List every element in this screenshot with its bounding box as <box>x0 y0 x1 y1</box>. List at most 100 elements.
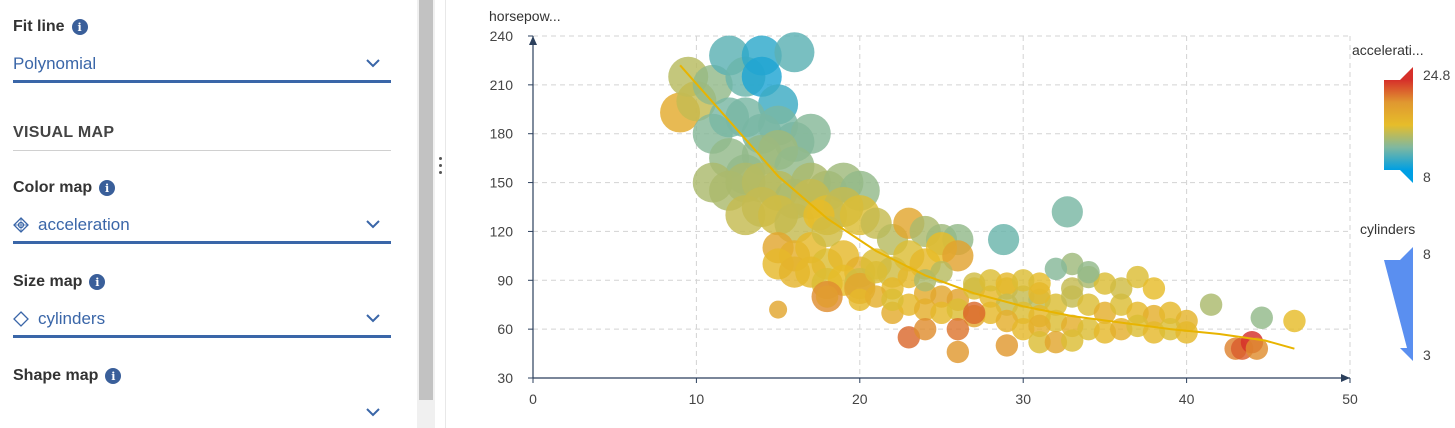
y-tick-label: 90 <box>497 272 513 288</box>
scrollbar-thumb[interactable] <box>419 0 433 400</box>
y-axis-arrow-icon <box>529 36 537 45</box>
scatter-points <box>660 32 1306 364</box>
divider <box>13 150 391 151</box>
color-gradient-bar <box>1384 80 1413 170</box>
data-point <box>1245 337 1269 360</box>
data-point <box>692 64 733 105</box>
size-min-handle-icon <box>1400 348 1413 361</box>
data-point <box>1250 306 1273 329</box>
data-point <box>881 288 904 312</box>
panel-scrollbar[interactable] <box>417 0 435 428</box>
x-tick-label: 20 <box>852 391 868 407</box>
chevron-down-icon <box>366 408 380 417</box>
x-tick-label: 50 <box>1342 391 1358 407</box>
x-tick-label: 30 <box>1015 391 1031 407</box>
color-map-value: acceleration <box>38 214 130 234</box>
data-point <box>1012 269 1035 292</box>
y-tick-label: 120 <box>490 223 514 239</box>
data-point <box>962 301 986 325</box>
data-point <box>1044 257 1068 281</box>
data-point <box>1044 330 1068 354</box>
color-legend-title: accelerati... <box>1352 42 1424 58</box>
drag-handle-dot <box>439 157 442 160</box>
size-legend-title: cylinders <box>1360 221 1415 237</box>
size-max-handle-icon <box>1400 247 1413 260</box>
x-tick-label: 10 <box>689 391 705 407</box>
size-map-select[interactable]: cylinders <box>13 302 391 338</box>
color-map-label: Color map i <box>13 179 116 197</box>
visual-map-title: VISUAL MAP <box>13 124 115 141</box>
x-tick-label: 0 <box>529 391 537 407</box>
shape-map-select[interactable] <box>13 396 391 428</box>
fit-line-layer <box>679 64 1295 350</box>
data-point <box>1142 277 1166 300</box>
chevron-down-icon <box>366 59 380 68</box>
fit-line-label-text: Fit line <box>13 18 65 35</box>
fit-line-label: Fit line i <box>13 18 88 36</box>
y-tick-label: 30 <box>497 370 513 386</box>
fit-line <box>679 64 1295 350</box>
data-point <box>946 340 970 364</box>
y-axis-title: horsepow... <box>489 8 561 24</box>
data-point <box>1077 260 1100 284</box>
data-point <box>946 317 970 341</box>
info-icon[interactable]: i <box>105 368 122 384</box>
size-legend-wedge <box>1384 260 1413 348</box>
color-map-select[interactable]: acceleration <box>13 208 391 244</box>
data-point <box>774 32 815 73</box>
color-map-icon <box>13 216 29 233</box>
x-axis-arrow-icon <box>1341 374 1350 382</box>
info-icon[interactable]: i <box>89 274 106 290</box>
data-point <box>913 317 937 341</box>
data-point <box>995 334 1019 357</box>
chevron-down-icon <box>366 220 380 229</box>
color-min-handle-icon <box>1400 170 1413 183</box>
data-point <box>1028 330 1051 354</box>
chevron-down-icon <box>366 314 380 323</box>
chart-axes: 0 10 20 30 40 50 30 60 90 120 150 180 210 240 <box>490 28 1358 407</box>
size-map-icon <box>13 310 29 327</box>
color-legend-max: 24.8 <box>1423 67 1450 83</box>
data-point <box>1175 321 1198 344</box>
config-panel: Fit line i Polynomial VISUAL MAP Color m… <box>0 0 416 428</box>
data-point <box>864 260 888 284</box>
y-tick-label: 60 <box>497 321 513 337</box>
data-point <box>1028 314 1051 338</box>
data-point <box>1283 309 1306 333</box>
color-map-label-text: Color map <box>13 179 93 196</box>
data-point <box>1061 329 1084 352</box>
data-point <box>1199 293 1223 316</box>
data-point <box>1061 277 1084 300</box>
fit-line-value: Polynomial <box>13 53 97 73</box>
data-point <box>942 240 974 272</box>
panel-splitter[interactable] <box>435 0 446 428</box>
color-max-handle-icon <box>1400 67 1413 80</box>
y-tick-label: 240 <box>490 28 514 44</box>
info-icon[interactable]: i <box>71 19 88 35</box>
data-point <box>1126 265 1149 289</box>
drag-handle-dot <box>439 164 442 167</box>
color-legend[interactable]: accelerati... 24.8 8 <box>1352 42 1450 185</box>
shape-map-label: Shape map i <box>13 367 122 385</box>
info-icon[interactable]: i <box>99 180 116 196</box>
data-point <box>811 215 843 248</box>
size-map-value: cylinders <box>38 308 106 328</box>
size-map-label-text: Size map <box>13 273 83 290</box>
size-legend[interactable]: cylinders 8 3 <box>1360 221 1431 363</box>
fit-line-select[interactable]: Polynomial <box>13 47 391 83</box>
data-point <box>1028 282 1051 305</box>
data-point <box>769 300 788 319</box>
shape-map-label-text: Shape map <box>13 367 99 384</box>
y-tick-label: 150 <box>490 175 514 191</box>
size-map-label: Size map i <box>13 273 106 291</box>
color-legend-min: 8 <box>1423 169 1431 185</box>
size-legend-max: 8 <box>1423 246 1431 262</box>
y-tick-label: 180 <box>490 126 514 142</box>
data-point <box>815 285 839 308</box>
data-point <box>1110 277 1133 300</box>
data-point <box>790 113 831 154</box>
size-legend-min: 3 <box>1423 347 1431 363</box>
drag-handle-dot <box>439 171 442 174</box>
